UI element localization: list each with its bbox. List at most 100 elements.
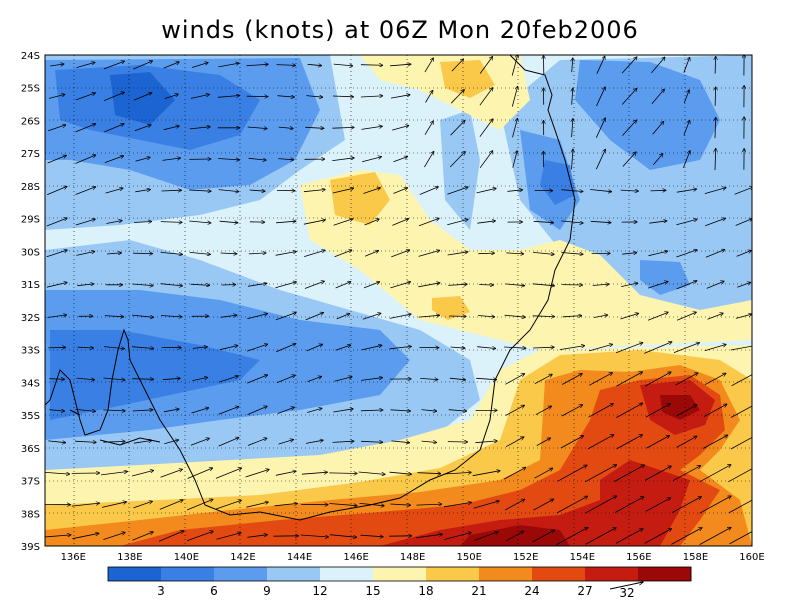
wind-vector — [332, 441, 354, 442]
wind-vector — [533, 347, 554, 348]
wind-vector — [329, 534, 357, 538]
wind-vector — [218, 376, 238, 383]
wind-vector — [362, 313, 381, 320]
wind-vector — [274, 503, 298, 507]
wind-vector — [104, 316, 124, 317]
wind-vector — [133, 61, 152, 70]
wind-vector — [218, 438, 239, 447]
wind-vector — [572, 119, 573, 138]
wind-vector — [192, 347, 208, 349]
wind-vector — [303, 220, 326, 225]
wind-vector — [359, 503, 385, 505]
wind-vector — [276, 375, 295, 384]
lon-label: 146E — [343, 552, 368, 563]
wind-vector — [651, 57, 665, 74]
lon-label: 158E — [683, 552, 708, 563]
wind-vector — [734, 187, 752, 195]
wind-vector — [652, 121, 664, 135]
wind-vector — [443, 502, 472, 508]
wind-vector — [247, 535, 267, 538]
wind-vector — [303, 190, 325, 193]
wind-vector — [75, 124, 96, 133]
wind-vector — [75, 155, 96, 164]
wind-vector — [334, 250, 352, 258]
wind-vector — [449, 151, 465, 168]
wind-vector — [479, 119, 493, 137]
wind-vector — [215, 468, 242, 479]
wind-vector — [49, 379, 64, 380]
wind-vector — [614, 497, 644, 513]
wind-vector — [159, 500, 183, 510]
wind-vector — [479, 88, 493, 106]
wind-vector — [160, 469, 183, 478]
wind-vector — [247, 406, 268, 415]
colorbar-swatch — [320, 567, 374, 581]
wind-vector — [671, 497, 701, 513]
wind-vector — [332, 188, 354, 194]
wind-vector — [706, 281, 724, 289]
wind-vector — [275, 282, 297, 289]
wind-vector — [479, 285, 493, 286]
lat-label: 30S — [21, 247, 40, 258]
wind-vector — [275, 252, 297, 256]
wind-vector — [106, 221, 122, 224]
wind-vector — [101, 502, 127, 508]
wind-vector — [189, 127, 210, 130]
wind-vector — [76, 251, 94, 256]
wind-vector — [105, 188, 124, 194]
wind-vector — [360, 65, 383, 66]
wind-vector — [103, 92, 124, 101]
colorbar-tick-labels: 3 6 9 12 15 18 21 24 27 — [157, 584, 592, 598]
plot-frame — [44, 54, 753, 547]
wind-vector — [131, 470, 154, 477]
wind-vector — [561, 190, 584, 192]
lat-label: 27S — [21, 149, 40, 160]
wind-vector — [649, 221, 667, 224]
wind-vector — [391, 441, 409, 443]
wind-vector — [560, 436, 584, 449]
wind-vector — [158, 531, 184, 542]
colorbar-tick-label: 27 — [577, 584, 592, 598]
wind-vector — [72, 533, 99, 540]
wind-vector — [218, 159, 239, 160]
wind-vector — [332, 127, 354, 128]
wind-vector — [278, 440, 294, 445]
wind-vector — [418, 283, 440, 288]
wind-vector — [620, 190, 639, 191]
wind-vector — [504, 314, 526, 317]
wind-vector — [448, 284, 467, 285]
wind-vector — [307, 64, 322, 65]
wind-vector — [219, 346, 238, 351]
wind-vector — [333, 219, 353, 226]
wind-vector — [247, 375, 267, 384]
wind-vector — [444, 472, 471, 474]
wind-vector — [476, 188, 497, 194]
wind-vector — [415, 534, 443, 539]
colorbar — [107, 566, 692, 582]
wind-vector — [190, 284, 210, 285]
wind-vector — [559, 346, 585, 350]
colorbar-tick-label: 15 — [365, 584, 380, 598]
lat-label: 35S — [21, 411, 40, 422]
wind-vector — [162, 378, 181, 379]
wind-vector — [46, 218, 67, 227]
wind-vector — [162, 158, 181, 161]
colorbar-swatch — [161, 567, 215, 581]
wind-vector — [593, 315, 608, 318]
chart-title: winds (knots) at 06Z Mon 20feb2006 — [161, 16, 639, 44]
colorbar-swatch — [214, 567, 268, 581]
wind-vector — [220, 315, 237, 318]
wind-vector — [507, 190, 522, 192]
wind-vector — [595, 118, 605, 138]
wind-vector — [191, 63, 208, 68]
wind-vector — [133, 93, 152, 101]
colorbar-tick-label: 18 — [418, 584, 433, 598]
wind-vector — [46, 250, 68, 258]
wind-vector — [644, 466, 671, 481]
wind-vector — [336, 314, 350, 320]
wind-vector — [728, 499, 752, 514]
wind-vector — [416, 504, 442, 505]
wind-vector — [215, 500, 241, 510]
wind-vector — [671, 528, 702, 545]
